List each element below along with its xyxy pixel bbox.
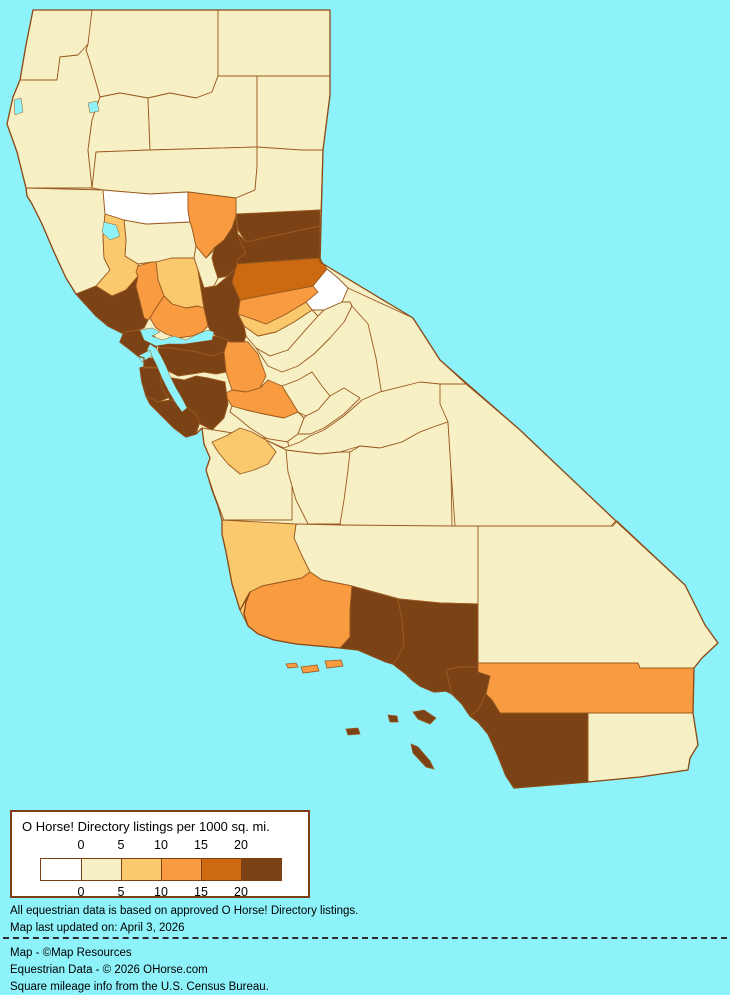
- county-colusa: Colusa: [123, 219, 197, 265]
- legend-color-ramp: [40, 858, 282, 881]
- map-credits: Map - ©Map Resources Equestrian Data - © …: [10, 945, 269, 995]
- legend-box: O Horse! Directory listings per 1000 sq.…: [10, 810, 310, 900]
- county-sacramento: Sacramento: [197, 267, 247, 343]
- credit-line: Square mileage info from the U.S. Census…: [10, 981, 269, 993]
- water-humboldt-bay: [13, 97, 24, 116]
- legend-tick-label: 10: [154, 838, 168, 852]
- legend-tick-label: 0: [77, 838, 85, 852]
- county-modoc: Modoc: [217, 9, 331, 77]
- county-butte: Butte: [187, 191, 237, 259]
- legend-title: O Horse! Directory listings per 1000 sq.…: [22, 819, 270, 834]
- island-santa-catalina-island: [412, 709, 437, 725]
- legend-tick-label: 15: [194, 838, 208, 852]
- county-el-dorado: El Dorado: [237, 285, 319, 325]
- county-inyo: Inyo: [439, 383, 617, 527]
- map-notes: All equestrian data is based on approved…: [10, 903, 358, 937]
- legend-tick-label: 20: [234, 838, 248, 852]
- island-san-clemente-island: [410, 743, 435, 770]
- county-san-benito: San Benito: [211, 427, 277, 475]
- legend-swatch-L3: [161, 859, 201, 880]
- county-mendocino: Mendocino: [25, 187, 111, 295]
- legend-swatch-L4: [201, 859, 241, 880]
- water-clear-lake: [101, 221, 121, 241]
- county-tehama: Tehama: [91, 146, 258, 199]
- state-border: [6, 9, 719, 789]
- county-stanislaus: Stanislaus: [223, 379, 299, 419]
- water-san-pablo-suisun-bay: [139, 327, 215, 347]
- legend-tick-label: 15: [194, 885, 208, 899]
- legend-ticks-bottom: 0 5 10 15 20: [40, 885, 282, 899]
- legend-ramp-area: 0 5 10 15 20 0 5 10 15 20: [40, 838, 282, 900]
- legend-tick-label: 5: [117, 838, 125, 852]
- legend-tick-label: 10: [154, 885, 168, 899]
- county-imperial: Imperial: [587, 712, 699, 783]
- legend-tick-label: 20: [234, 885, 248, 899]
- note-line: All equestrian data is based on approved…: [10, 905, 359, 917]
- legend-swatch-L0: [41, 859, 81, 880]
- credit-line: Equestrian Data - © 2026 OHorse.com: [10, 964, 208, 976]
- county-siskiyou: Siskiyou: [85, 9, 219, 99]
- legend-swatch-L5: [241, 859, 281, 880]
- legend-tick-label: 0: [77, 885, 85, 899]
- county-nevada: Nevada: [235, 225, 321, 265]
- county-yuba: Yuba: [211, 215, 247, 279]
- water-san-francisco-bay: [146, 343, 188, 413]
- county-san-bernardino: San Bernardino: [477, 520, 719, 669]
- water-golden-gate: [137, 349, 153, 363]
- legend-swatch-L1: [81, 859, 121, 880]
- county-solano: Solano: [149, 295, 209, 339]
- legend-swatch-L2: [121, 859, 161, 880]
- credit-line: Map - ©Map Resources: [10, 947, 132, 959]
- county-tulare: Tulare: [339, 421, 453, 527]
- island-san-nicolas-island: [345, 727, 361, 736]
- dashed-divider: [3, 937, 727, 939]
- island-santa-cruz-island: [300, 664, 320, 674]
- island-anacapa-island: [285, 662, 299, 669]
- county-madera: Madera: [297, 387, 361, 435]
- legend-tick-label: 5: [117, 885, 125, 899]
- county-riverside: Riverside: [477, 662, 695, 714]
- legend-ticks-top: 0 5 10 15 20: [40, 838, 282, 852]
- water-trinity-lake: [87, 100, 100, 114]
- island-santa-rosa-island: [324, 659, 344, 669]
- note-line: Map last updated on: April 3, 2026: [10, 922, 185, 934]
- island-santa-barbara-island: [387, 714, 399, 723]
